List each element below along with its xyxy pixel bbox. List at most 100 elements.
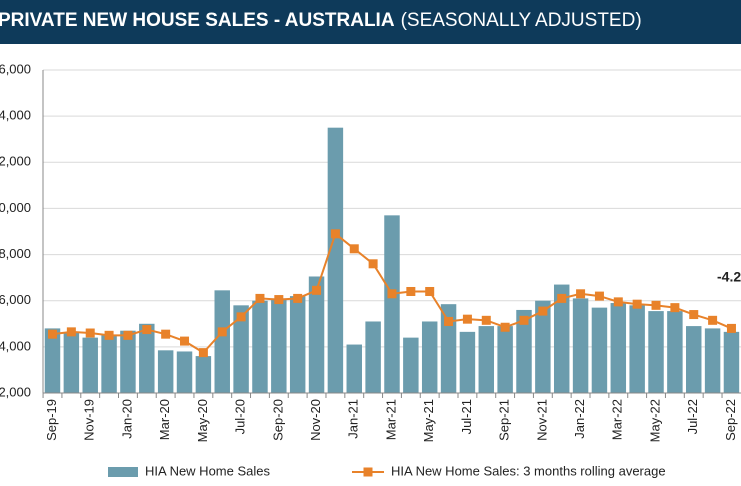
marker [613,297,623,307]
bar [384,215,400,393]
x-tick-label: Mar-20 [157,399,172,440]
bar [176,351,193,393]
marker [670,303,680,313]
bar [44,328,61,393]
bar [346,344,362,393]
bar [535,300,551,393]
bar [723,331,740,393]
bar [667,311,683,393]
marker [293,293,303,303]
marker [85,328,95,338]
bar [648,311,664,393]
y-tick-label: 12,000 [0,154,31,169]
bar [82,337,98,393]
bar [610,303,627,393]
marker [198,348,208,358]
bar [459,331,476,393]
marker [708,315,718,325]
marker [519,315,529,325]
marker [632,299,642,309]
marker [726,323,736,333]
bar [289,296,306,393]
bar [327,127,344,393]
x-tick-label: Sep-19 [44,399,59,441]
bar [497,326,513,393]
marker [425,286,435,296]
bar [252,300,268,393]
x-tick-label: Jan-22 [572,399,587,439]
marker [104,330,114,340]
bar [629,305,645,393]
bar [233,305,249,393]
x-tick-label: Nov-19 [82,399,97,441]
bar [572,298,589,393]
x-tick-label: Sep-21 [497,399,512,441]
y-tick-label: 6,000 [0,292,31,307]
x-tick-label: Jul-22 [685,399,700,434]
bar [516,309,532,393]
bar [157,350,174,393]
x-tick-label: Jul-21 [459,399,474,434]
x-tick-label: Sep-20 [270,399,285,441]
annotation: -4.2 [717,269,741,285]
marker [180,336,190,346]
x-tick-label: Nov-21 [534,399,549,441]
bar [478,326,495,393]
y-tick-label: 14,000 [0,108,31,123]
marker [48,329,57,339]
y-tick-label: 10,000 [0,200,31,215]
x-tick-label: May-22 [647,399,662,442]
subtitle: (SEASONALLY ADJUSTED) [401,10,642,31]
marker [330,229,340,239]
chart-title: PRIVATE NEW HOUSE SALES - AUSTRALIA (SEAS… [0,10,642,31]
x-tick-label: Mar-22 [610,399,625,440]
legend-label: HIA New Home Sales: 3 months rolling ave… [391,463,666,478]
bar [440,304,457,393]
bar [195,356,212,393]
bar [403,337,419,393]
bar [120,330,136,393]
bar [63,333,80,393]
title-bar [0,0,741,44]
marker [123,330,133,340]
bar [101,335,117,393]
x-tick-label: May-21 [421,399,436,442]
marker [66,327,76,337]
marker [368,259,378,269]
legend-marker [363,467,373,477]
y-tick-label: 8,000 [0,246,31,261]
marker [349,244,359,254]
x-tick-label: May-20 [195,399,210,442]
marker [255,293,265,303]
x-tick-label: Sep-22 [723,399,738,441]
bar [271,298,287,393]
x-tick-label: Jul-20 [233,399,248,434]
y-tick-label: 2,000 [0,384,31,399]
marker [387,289,397,299]
x-tick-label: Nov-20 [308,399,323,441]
marker [217,327,227,337]
legend-swatch [108,467,138,477]
marker [274,295,284,305]
bar [308,276,325,393]
marker [312,285,322,295]
marker [689,310,699,320]
title: PRIVATE NEW HOUSE SALES - AUSTRALIA [0,10,395,31]
marker [406,286,416,296]
marker [161,329,171,339]
marker [236,312,246,322]
legend-label: HIA New Home Sales [145,463,270,478]
marker [651,300,661,310]
marker [557,293,567,303]
bar [591,307,608,393]
marker [462,314,472,324]
bar [704,328,721,393]
marker [576,289,586,299]
marker [538,306,548,316]
x-tick-label: Jan-20 [119,399,134,439]
x-tick-label: Jan-21 [346,399,361,439]
bar [553,284,570,393]
bar [421,321,438,393]
bar [214,290,230,393]
